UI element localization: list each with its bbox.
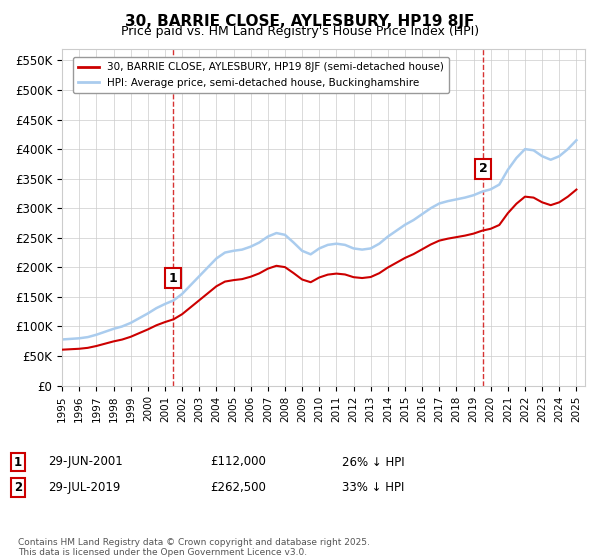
Text: 30, BARRIE CLOSE, AYLESBURY, HP19 8JF: 30, BARRIE CLOSE, AYLESBURY, HP19 8JF xyxy=(125,14,475,29)
Text: 2: 2 xyxy=(14,480,22,494)
Text: 33% ↓ HPI: 33% ↓ HPI xyxy=(342,480,404,494)
Text: 2: 2 xyxy=(479,162,488,175)
Text: £112,000: £112,000 xyxy=(210,455,266,469)
Text: £262,500: £262,500 xyxy=(210,480,266,494)
Text: 1: 1 xyxy=(169,272,178,284)
Text: 26% ↓ HPI: 26% ↓ HPI xyxy=(342,455,404,469)
Text: 29-JUL-2019: 29-JUL-2019 xyxy=(48,480,121,494)
Text: Price paid vs. HM Land Registry's House Price Index (HPI): Price paid vs. HM Land Registry's House … xyxy=(121,25,479,38)
Text: 1: 1 xyxy=(14,455,22,469)
Text: Contains HM Land Registry data © Crown copyright and database right 2025.
This d: Contains HM Land Registry data © Crown c… xyxy=(18,538,370,557)
Legend: 30, BARRIE CLOSE, AYLESBURY, HP19 8JF (semi-detached house), HPI: Average price,: 30, BARRIE CLOSE, AYLESBURY, HP19 8JF (s… xyxy=(73,57,449,93)
Text: 29-JUN-2001: 29-JUN-2001 xyxy=(48,455,123,469)
